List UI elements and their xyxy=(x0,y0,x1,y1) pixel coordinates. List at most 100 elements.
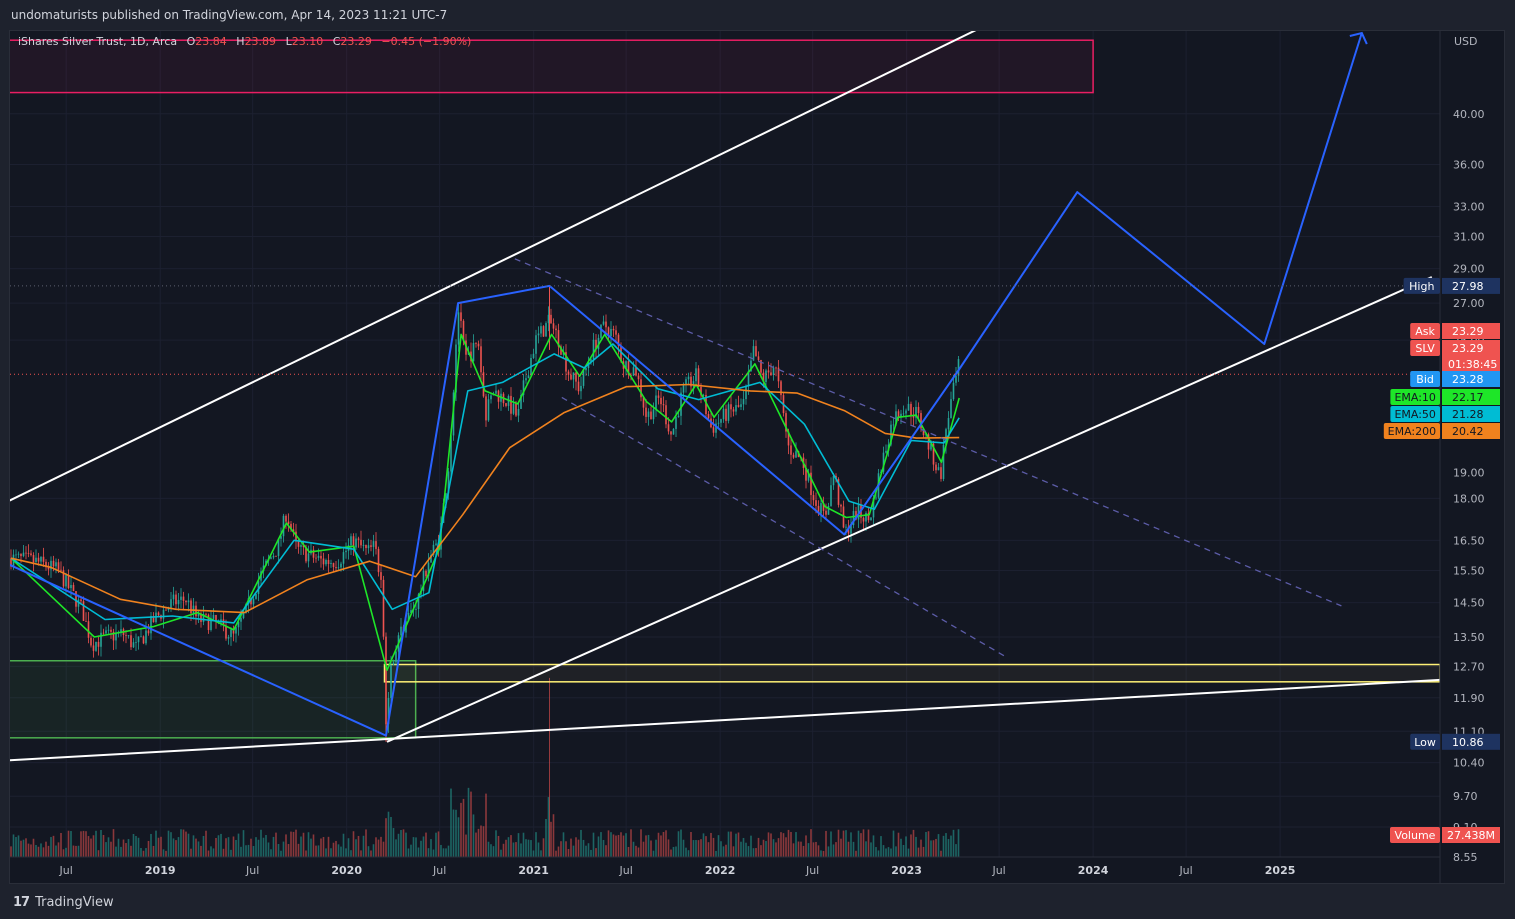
publish-header: undomaturists published on TradingView.c… xyxy=(0,0,1515,30)
zone-boxes[interactable] xyxy=(7,39,1441,739)
candle-body xyxy=(680,392,682,416)
candle-body xyxy=(602,321,605,325)
candle-body xyxy=(307,553,310,562)
volume-bar xyxy=(512,842,515,857)
candle-body xyxy=(67,575,70,589)
volume-bar xyxy=(185,831,187,857)
candle-body xyxy=(625,361,627,369)
volume-bar xyxy=(380,836,382,857)
candle-body xyxy=(730,404,732,410)
volume-bar xyxy=(277,843,280,857)
candle-body xyxy=(937,467,940,471)
candle-body xyxy=(82,601,85,621)
channel-lower-line[interactable] xyxy=(386,276,1433,743)
volume-bar xyxy=(392,828,395,857)
volume-bar xyxy=(210,846,212,857)
volume-bar xyxy=(205,830,207,857)
candle-body xyxy=(542,326,545,337)
candle-body xyxy=(207,614,210,631)
candle-body xyxy=(732,409,735,412)
candle-body xyxy=(525,378,527,381)
candle-body xyxy=(885,450,887,453)
support-box[interactable] xyxy=(7,660,417,739)
volume-bar xyxy=(740,841,742,857)
volume-bar xyxy=(50,837,52,857)
volume-bar xyxy=(735,833,737,857)
volume-bar xyxy=(612,834,615,857)
volume-bar xyxy=(610,832,612,857)
trend-drawings[interactable] xyxy=(8,10,1441,762)
candle-body xyxy=(715,423,717,433)
volume-bar xyxy=(685,847,687,857)
price-axis[interactable]: USD 40.0036.0033.0031.0029.0027.0025.001… xyxy=(1439,31,1504,883)
volume-bar xyxy=(32,838,35,857)
volume-bar xyxy=(657,832,660,857)
candle-body xyxy=(20,553,22,557)
candle-body xyxy=(807,472,810,481)
volume-bar xyxy=(645,835,647,857)
candle-body xyxy=(230,629,232,638)
brand-label[interactable]: TradingView xyxy=(35,894,114,910)
price-tag-value: 23.29 xyxy=(1452,325,1484,338)
candle-body xyxy=(445,493,447,504)
price-tag-countdown: 01:38:45 xyxy=(1448,358,1497,371)
volume-bar xyxy=(832,844,835,857)
volume-bar xyxy=(177,837,180,857)
candle-body xyxy=(127,635,130,637)
candle-body xyxy=(417,594,420,609)
volume-bar xyxy=(747,846,750,857)
projection-arrow-head[interactable] xyxy=(1349,31,1368,45)
projection-path[interactable] xyxy=(8,32,1363,737)
candle-body xyxy=(512,403,515,414)
candle-body xyxy=(872,498,875,518)
legend-close-label: C xyxy=(333,35,341,48)
chart-canvas[interactable]: USD 40.0036.0033.0031.0029.0027.0025.001… xyxy=(7,10,1504,883)
volume-bar xyxy=(755,848,757,857)
symbol-legend[interactable]: iShares Silver Trust, 1D, Arca O23.84 H2… xyxy=(18,35,471,48)
volume-bar xyxy=(170,832,172,857)
volume-bar xyxy=(560,841,562,857)
desc-channel-lower[interactable] xyxy=(561,396,1007,658)
volume-bar xyxy=(652,850,655,857)
price-tag-value-bg xyxy=(1442,389,1500,405)
volume-bar xyxy=(577,839,580,857)
candle-body xyxy=(792,454,795,458)
volume-bar xyxy=(670,849,672,857)
candle-body xyxy=(182,596,185,601)
volume-bar xyxy=(500,849,502,857)
candle-body xyxy=(142,636,145,644)
candle-body xyxy=(292,529,295,532)
candle-body xyxy=(787,431,790,446)
time-axis[interactable]: Jul 2019 Jul 2020 Jul 2021 Jul 2022 Jul 2023 Jul 20… xyxy=(10,856,1440,877)
candle-body xyxy=(567,371,570,375)
candle-body xyxy=(662,404,665,406)
channel-upper-line[interactable] xyxy=(8,10,1016,502)
volume-bar xyxy=(332,842,335,857)
volume-bar xyxy=(82,830,85,857)
candle-body xyxy=(112,631,115,641)
volume-bar xyxy=(790,831,792,857)
chart-frame[interactable]: USD 40.0036.0033.0031.0029.0027.0025.001… xyxy=(7,10,1505,884)
tradingview-logo-icon[interactable]: 17 xyxy=(13,894,30,910)
volume-bar xyxy=(672,846,675,857)
volume-bar xyxy=(62,849,65,857)
volume-bar xyxy=(52,835,55,857)
desc-channel-upper[interactable] xyxy=(514,258,1342,607)
resistance-box[interactable] xyxy=(7,39,1094,94)
candle-body xyxy=(632,367,635,376)
volume-bar xyxy=(605,845,607,857)
volume-bar xyxy=(412,837,415,857)
volume-bar xyxy=(107,837,110,857)
volume-bar xyxy=(547,797,550,857)
candle-body xyxy=(582,370,585,386)
volume-bar xyxy=(195,838,197,857)
candle-body xyxy=(457,312,460,345)
volume-bar xyxy=(102,834,105,857)
candle-body xyxy=(950,399,952,419)
volume-bar xyxy=(57,842,60,857)
candle-body xyxy=(907,403,910,411)
volume-bar xyxy=(15,837,17,857)
candle-body xyxy=(687,376,690,380)
candle-body xyxy=(922,428,925,436)
long-trendline[interactable] xyxy=(8,678,1441,762)
